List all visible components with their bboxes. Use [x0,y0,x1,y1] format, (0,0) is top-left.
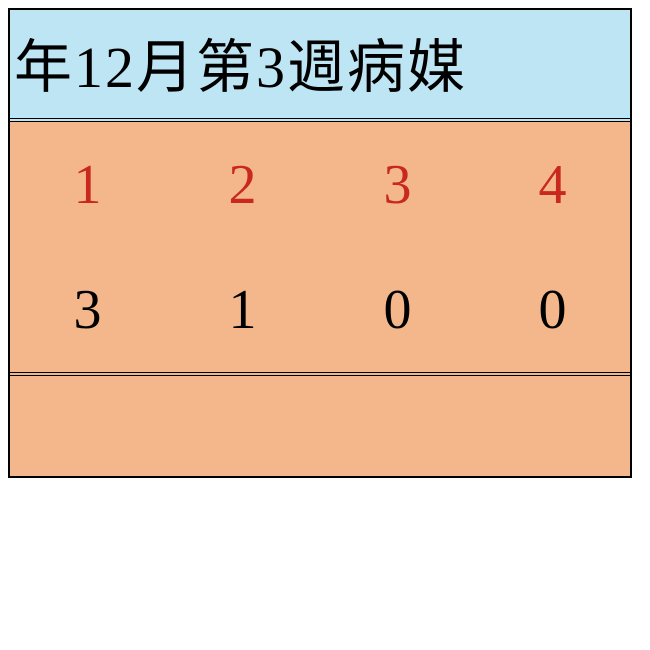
cell: 3 [10,278,165,342]
cell: 0 [475,278,630,342]
empty-area [10,376,630,476]
col-header: 2 [165,153,320,217]
col-header: 3 [320,153,475,217]
title-bar: 年12月第3週病媒 [10,10,630,122]
report-table: 年12月第3週病媒 1 2 3 4 3 1 0 0 [8,8,632,478]
title-text: 年12月第3週病媒 [14,35,467,100]
col-header: 1 [10,153,165,217]
col-header: 4 [475,153,630,217]
header-row: 1 2 3 4 [10,122,630,247]
data-row: 3 1 0 0 [10,247,630,372]
cell: 1 [165,278,320,342]
table-body: 1 2 3 4 3 1 0 0 [10,122,630,476]
cell: 0 [320,278,475,342]
